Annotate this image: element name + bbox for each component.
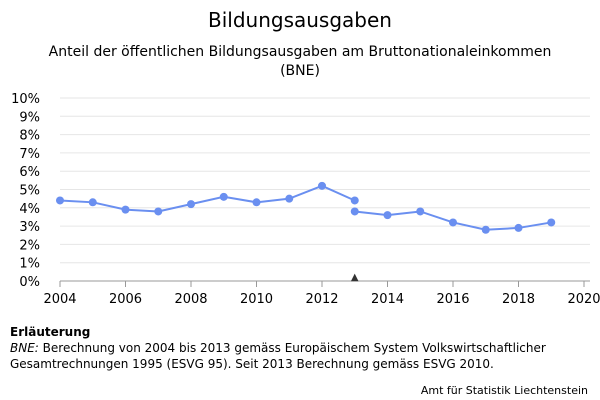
data-point [285, 194, 294, 203]
x-tick-label: 2014 [371, 292, 404, 307]
y-tick-label: 5% [19, 184, 40, 199]
data-point [449, 218, 457, 227]
y-tick-label: 4% [19, 202, 40, 217]
chart-title: Bildungsausgaben [208, 8, 392, 32]
note-term: BNE: [10, 341, 39, 355]
y-tick-label: 7% [19, 147, 40, 162]
source-label: Amt für Statistik Liechtenstein [420, 384, 588, 397]
series-line-1 [59, 184, 356, 213]
data-point [219, 192, 228, 201]
data-point [154, 207, 163, 216]
data-point [56, 196, 64, 205]
axes: 0% 1% 2% 3% 4% 5% 6% 7% 8% 9% 10% 2004 2006 2008 2010 2… [11, 92, 600, 307]
explanation-note: Erläuterung BNE: Berechnung von 2004 bis… [10, 324, 590, 372]
chart-subtitle: Anteil der öffentlichen Bildungsausgaben… [48, 44, 552, 79]
break-marker-group: ▲ [351, 272, 359, 283]
data-point [383, 211, 392, 220]
y-tick-label: 3% [19, 220, 40, 235]
y-tick-label: 8% [19, 129, 40, 144]
note-text: Berechnung von 2004 bis 2013 gemäss Euro… [10, 341, 546, 371]
data-point [252, 198, 261, 207]
x-tick-label: 2006 [109, 292, 142, 307]
data-point [121, 205, 130, 214]
data-point [481, 225, 490, 234]
x-tick-label: 2012 [305, 292, 338, 307]
x-tick-label: 2010 [240, 292, 273, 307]
break-marker: ▲ [351, 272, 359, 283]
x-tick-label: 2004 [43, 292, 76, 307]
data-point [350, 196, 359, 205]
x-tick-label: 2016 [436, 292, 469, 307]
data-point [514, 223, 523, 232]
x-tick-label: 2020 [567, 292, 600, 307]
data-point [187, 200, 195, 209]
series-group [56, 181, 556, 234]
note-heading: Erläuterung [10, 325, 91, 339]
data-point [318, 181, 326, 190]
y-tick-label: 1% [19, 257, 40, 272]
grid-lines [60, 97, 590, 264]
y-tick-label: 2% [19, 238, 40, 253]
data-point [350, 207, 359, 216]
y-tick-label: 6% [19, 165, 40, 180]
data-point [547, 218, 556, 227]
y-tick-label: 9% [19, 110, 40, 125]
x-tick-label: 2018 [502, 292, 535, 307]
line-chart: 0% 1% 2% 3% 4% 5% 6% 7% 8% 9% 10% 2004 2006 2008 2010 2… [11, 92, 600, 307]
y-tick-label: 10% [11, 92, 40, 107]
note-body: BNE: Berechnung von 2004 bis 2013 gemäss… [10, 340, 590, 372]
x-tick-label: 2008 [174, 292, 207, 307]
data-point [416, 207, 425, 216]
y-tick-label: 0% [19, 275, 40, 290]
data-point [88, 198, 97, 207]
